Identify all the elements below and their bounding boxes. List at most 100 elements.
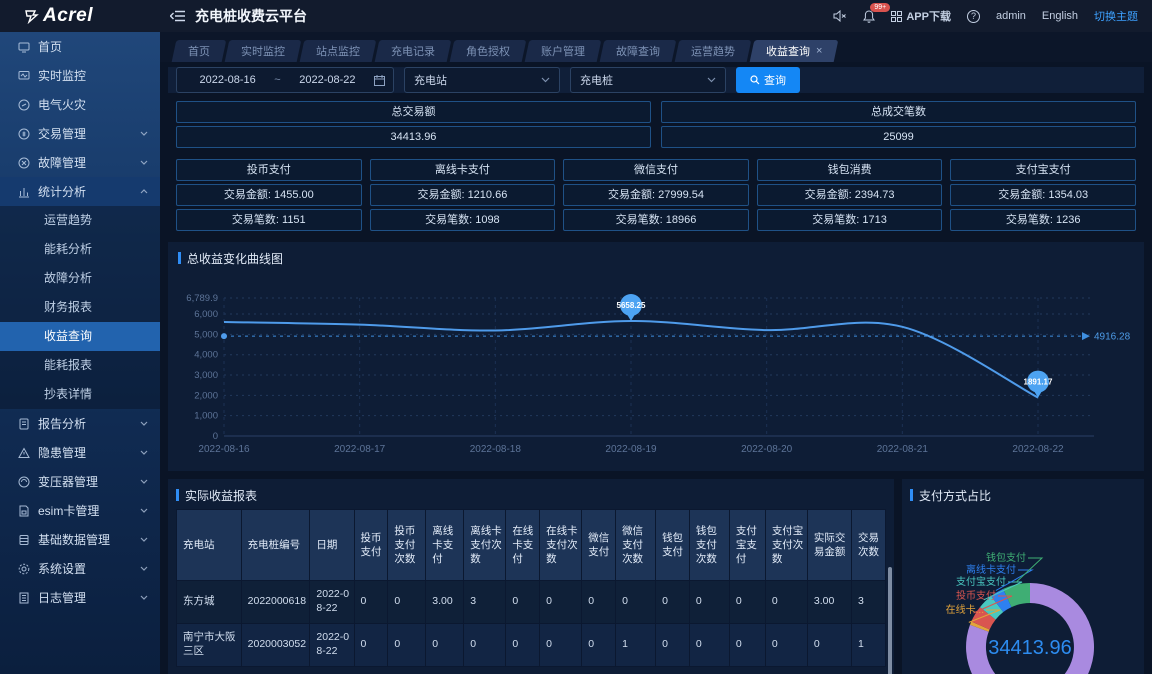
tab-首页[interactable]: 首页 xyxy=(171,40,227,62)
table-row: 南宁市大阪三区 2020003052 2022-08-22 0 0 0 0 0 0 0 1 0 0 0 0 0… xyxy=(177,624,885,666)
table-cell: 0 xyxy=(656,624,689,666)
sidebar-item-5[interactable]: 故障管理 xyxy=(0,148,160,177)
query-button[interactable]: 查询 xyxy=(736,67,800,93)
y-axis-tick: 1,000 xyxy=(194,411,218,422)
tab-实时监控[interactable]: 实时监控 xyxy=(224,40,302,62)
donut-callout-line xyxy=(995,569,1034,591)
content-area: 2022-08-16 ~ 2022-08-22 充电站 充电桩 xyxy=(160,62,1152,674)
y-axis-tick: 2,000 xyxy=(194,390,218,401)
sidebar-collapse-icon[interactable] xyxy=(170,10,185,22)
tab-bar: 首页 实时监控 站点监控 充电记录 角色授权 账户管理 故障查询 运营趋势 收益查询 × xyxy=(160,32,1152,62)
table-cell: 1 xyxy=(616,624,656,666)
table-cell: 0 xyxy=(506,624,540,666)
x-axis-tick: 2022-08-17 xyxy=(334,444,386,455)
chevron-down-icon xyxy=(140,160,148,165)
x-axis-tick: 2022-08-19 xyxy=(605,444,657,455)
mute-icon[interactable] xyxy=(833,10,847,22)
sidebar-subitem-2[interactable]: 能耗分析 xyxy=(44,242,93,256)
report-icon xyxy=(17,418,30,430)
column-header: 投币支付次数 xyxy=(388,510,426,580)
table-cell: 0 xyxy=(354,581,388,623)
tab-运营趋势[interactable]: 运营趋势 xyxy=(674,40,752,62)
submenu-统计分析: 运营趋势能耗分析故障分析财务报表收益查询能耗报表抄表详情 xyxy=(0,206,160,409)
sidebar-subitem-5[interactable]: 收益查询 xyxy=(0,322,160,351)
sidebar-item-4[interactable]: 交易管理 xyxy=(0,119,160,148)
column-header: 在线卡支付 xyxy=(506,510,540,580)
sidebar-item-10[interactable]: esim卡管理 xyxy=(0,496,160,525)
chevron-down-icon xyxy=(140,595,148,600)
sidebar-item-1[interactable]: 首页 xyxy=(0,32,160,61)
payment-count: 交易笔数: 1098 xyxy=(369,209,556,231)
sidebar-item-8[interactable]: 隐患管理 xyxy=(0,438,160,467)
sidebar-item-6[interactable]: 统计分析 xyxy=(0,177,160,206)
table-cell: 东方城 xyxy=(177,581,241,623)
language-switch[interactable]: English xyxy=(1041,10,1078,22)
user-menu[interactable]: admin xyxy=(995,10,1026,22)
sidebar-item-label: 变压器管理 xyxy=(38,475,99,489)
sidebar-item-2[interactable]: 实时监控 xyxy=(0,61,160,90)
table-scrollbar[interactable] xyxy=(888,567,892,674)
station-select[interactable]: 充电站 xyxy=(404,67,560,93)
data-point-pin: 5658.25 xyxy=(617,294,646,321)
notification-badge: 99+ xyxy=(870,2,891,13)
sidebar-item-12[interactable]: 系统设置 xyxy=(0,554,160,583)
app-download-button[interactable]: APP下载 xyxy=(891,8,951,24)
hazard-icon xyxy=(17,446,30,459)
sidebar-subitem-3[interactable]: 故障分析 xyxy=(44,271,93,285)
sidebar-item-9[interactable]: 变压器管理 xyxy=(0,467,160,496)
bottom-row: 实际收益报表 充电站 充电桩编号 日期 投币支付 投币支付次数 离线卡支付 离线卡支付次数在… xyxy=(168,479,1144,674)
donut-slice-支付宝支付 xyxy=(980,596,1004,620)
column-header: 离线卡支付 xyxy=(426,510,464,580)
date-range-picker[interactable]: 2022-08-16 ~ 2022-08-22 xyxy=(176,67,394,93)
theme-switch-link[interactable]: 切换主题 xyxy=(1094,11,1138,23)
tab-label: 首页 xyxy=(188,46,210,58)
sidebar-subitem-7[interactable]: 抄表详情 xyxy=(44,387,93,401)
column-header: 钱包支付 xyxy=(656,510,689,580)
tab-故障查询[interactable]: 故障查询 xyxy=(599,40,677,62)
sidebar-subitem-1[interactable]: 运营趋势 xyxy=(44,213,93,227)
sidebar-item-label: 交易管理 xyxy=(38,127,87,141)
donut-slice-微信支付 xyxy=(966,583,1095,674)
pin-value-label: 5658.25 xyxy=(617,301,646,310)
sidebar-subitem-4[interactable]: 财务报表 xyxy=(44,300,93,314)
tab-充电记录[interactable]: 充电记录 xyxy=(374,40,452,62)
tab-站点监控[interactable]: 站点监控 xyxy=(299,40,377,62)
sidebar-item-label: 日志管理 xyxy=(38,591,87,605)
sidebar-item-13[interactable]: 日志管理 xyxy=(0,583,160,612)
sidebar-item-label: 隐患管理 xyxy=(38,446,87,460)
tab-账户管理[interactable]: 账户管理 xyxy=(524,40,602,62)
chevron-down-icon xyxy=(541,77,550,83)
table-cell: 0 xyxy=(729,624,765,666)
column-header: 支付宝支付 xyxy=(729,510,765,580)
x-axis-tick: 2022-08-21 xyxy=(877,444,929,455)
help-icon[interactable]: ? xyxy=(966,9,980,23)
tab-角色授权[interactable]: 角色授权 xyxy=(449,40,527,62)
y-axis-tick: 4,000 xyxy=(194,350,218,361)
table-cell: 2022-08-22 xyxy=(310,624,354,666)
sidebar-subitem-6[interactable]: 能耗报表 xyxy=(44,358,93,372)
fire-icon xyxy=(17,99,30,111)
settings-icon xyxy=(17,563,30,575)
column-header: 支付宝支付次数 xyxy=(765,510,807,580)
date-start-value[interactable]: 2022-08-16 xyxy=(199,74,256,86)
payment-card-3: 微信支付 交易金额: 27999.54 交易笔数: 18966 xyxy=(563,159,749,234)
tab-收益查询[interactable]: 收益查询 × xyxy=(749,40,839,62)
chevron-down-icon xyxy=(140,508,148,513)
summary-label: 总成交笔数 xyxy=(661,101,1136,123)
page-title: 充电桩收费云平台 xyxy=(195,8,307,24)
notification-bell-icon[interactable]: 99+ xyxy=(863,2,891,23)
column-header: 投币支付 xyxy=(354,510,388,580)
chevron-down-icon xyxy=(707,77,716,83)
sidebar-item-11[interactable]: 基础数据管理 xyxy=(0,525,160,554)
chevron-down-icon xyxy=(140,450,148,455)
table-cell: 0 xyxy=(582,581,616,623)
sidebar-item-7[interactable]: 报告分析 xyxy=(0,409,160,438)
pile-select[interactable]: 充电桩 xyxy=(570,67,726,93)
sidebar-item-3[interactable]: 电气火灾 xyxy=(0,90,160,119)
sidebar-item-label: 电气火灾 xyxy=(38,98,87,112)
date-end-value[interactable]: 2022-08-22 xyxy=(299,74,356,86)
tab-close-icon[interactable]: × xyxy=(816,45,823,57)
query-button-label: 查询 xyxy=(764,75,786,87)
y-axis-tick: 6,789.9 xyxy=(186,293,218,304)
table-cell: 0 xyxy=(388,624,426,666)
